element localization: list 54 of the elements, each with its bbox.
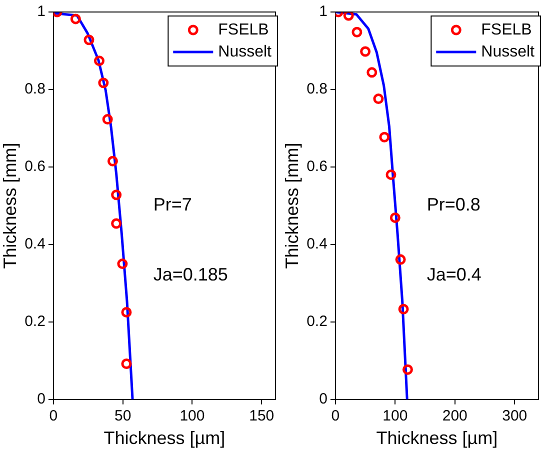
point [343, 12, 354, 21]
x-axis-title: Thickness [µm] [376, 428, 498, 448]
y-tick-label: 0.8 [306, 80, 328, 98]
annotation: Pr=0.8 [426, 194, 480, 215]
legend-label: Nusselt [481, 43, 536, 60]
x-tick-label: 0 [331, 408, 340, 425]
x-tick-label: 50 [114, 408, 132, 425]
y-tick-label: 0.4 [306, 236, 328, 253]
y-axis-title: Thickness [mm] [282, 142, 302, 269]
x-tick-label: 100 [180, 408, 205, 425]
y-axis-title: Thickness [mm] [0, 142, 20, 269]
point [352, 26, 362, 38]
y-tick-label: 0.4 [24, 236, 46, 253]
y-tick-label: 0 [319, 390, 328, 408]
y-tick-label: 1 [319, 3, 328, 20]
point [366, 67, 378, 78]
x-tick-label: 300 [502, 408, 528, 425]
legend-label: Nusselt [218, 43, 272, 60]
point [111, 218, 122, 229]
y-tick-label: 0.6 [306, 158, 328, 176]
point [102, 114, 113, 125]
annotation: Ja=0.185 [153, 264, 228, 284]
point [111, 190, 122, 200]
point [373, 94, 384, 104]
point [121, 358, 132, 370]
point [379, 132, 390, 142]
legend-label: FSELB [481, 21, 532, 38]
point [94, 56, 104, 66]
y-tick-label: 0.8 [24, 80, 46, 98]
point [402, 364, 413, 375]
point [107, 156, 118, 166]
point [121, 306, 132, 318]
point [98, 78, 109, 88]
x-tick-label: 0 [49, 408, 58, 425]
point [84, 34, 94, 46]
y-tick-label: 1 [37, 3, 46, 20]
x-tick-label: 200 [442, 408, 468, 425]
x-tick-label: 150 [249, 408, 274, 425]
x-axis-title: Thickness [µm] [104, 428, 226, 448]
x-tick-label: 100 [382, 408, 408, 425]
y-tick-label: 0.6 [24, 158, 46, 176]
point [386, 169, 396, 180]
point [117, 258, 128, 270]
point [390, 212, 400, 223]
y-tick-label: 0.2 [24, 313, 46, 330]
point [70, 14, 81, 24]
point [395, 254, 406, 265]
y-tick-label: 0.2 [306, 313, 328, 330]
annotation: Ja=0.4 [426, 264, 482, 284]
y-tick-label: 0 [37, 390, 46, 408]
annotation: Pr=7 [153, 194, 192, 215]
legend-label: FSELB [218, 21, 269, 38]
point [398, 304, 409, 314]
point [360, 46, 371, 57]
